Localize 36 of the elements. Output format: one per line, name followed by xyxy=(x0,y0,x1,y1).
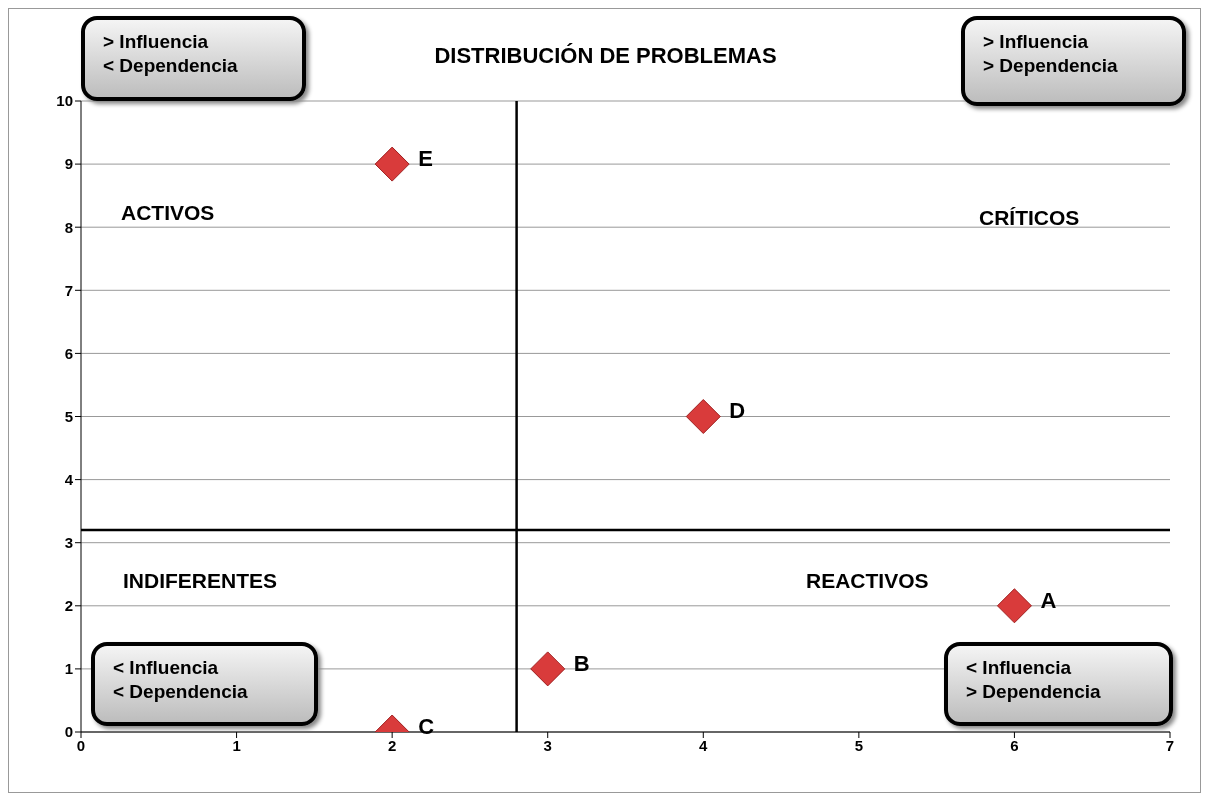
y-tick-label: 4 xyxy=(64,470,74,488)
y-tick-label: 10 xyxy=(56,92,73,110)
y-tick-label: 3 xyxy=(64,534,73,552)
y-tick-label: 6 xyxy=(64,344,73,362)
y-tick-label: 1 xyxy=(64,660,73,678)
annotation: CRÍTICOS xyxy=(979,206,1080,230)
x-tick-label: 5 xyxy=(854,736,864,754)
y-tick-label: 5 xyxy=(64,407,73,425)
annotation: A xyxy=(1040,587,1057,613)
text: > Influencia < Dependencia xyxy=(103,30,238,78)
x-tick-label: 2 xyxy=(387,736,397,754)
x-tick-label: 1 xyxy=(232,736,241,754)
annotation: < Influencia < Dependencia xyxy=(113,656,248,704)
y-tick-label: 8 xyxy=(64,218,73,236)
x-tick-label: 0 xyxy=(76,736,86,754)
chart-title: DISTRIBUCIÓN DE PROBLEMAS xyxy=(434,43,777,68)
annotation: E xyxy=(418,145,433,171)
text: > Influencia > Dependencia xyxy=(983,30,1118,78)
y-tick-label: 2 xyxy=(64,597,73,615)
annotation: REACTIVOS xyxy=(806,569,929,593)
annotation: ACTIVOS xyxy=(121,201,215,225)
x-tick-label: 7 xyxy=(1165,736,1175,754)
x-tick-label: 4 xyxy=(699,736,709,754)
y-tick-label: 0 xyxy=(64,723,73,741)
x-tick-label: 3 xyxy=(543,736,552,754)
annotation: B xyxy=(573,650,590,676)
annotation: < Influencia > Dependencia xyxy=(966,656,1101,704)
annotation: D xyxy=(729,398,746,424)
point xyxy=(374,146,410,182)
point xyxy=(996,588,1032,624)
point xyxy=(530,651,566,687)
y-tick-label: 7 xyxy=(64,281,73,299)
x-tick-label: 6 xyxy=(1010,736,1019,754)
y-tick-label: 9 xyxy=(64,155,73,173)
point xyxy=(685,399,721,434)
annotation: INDIFERENTES xyxy=(123,569,278,593)
